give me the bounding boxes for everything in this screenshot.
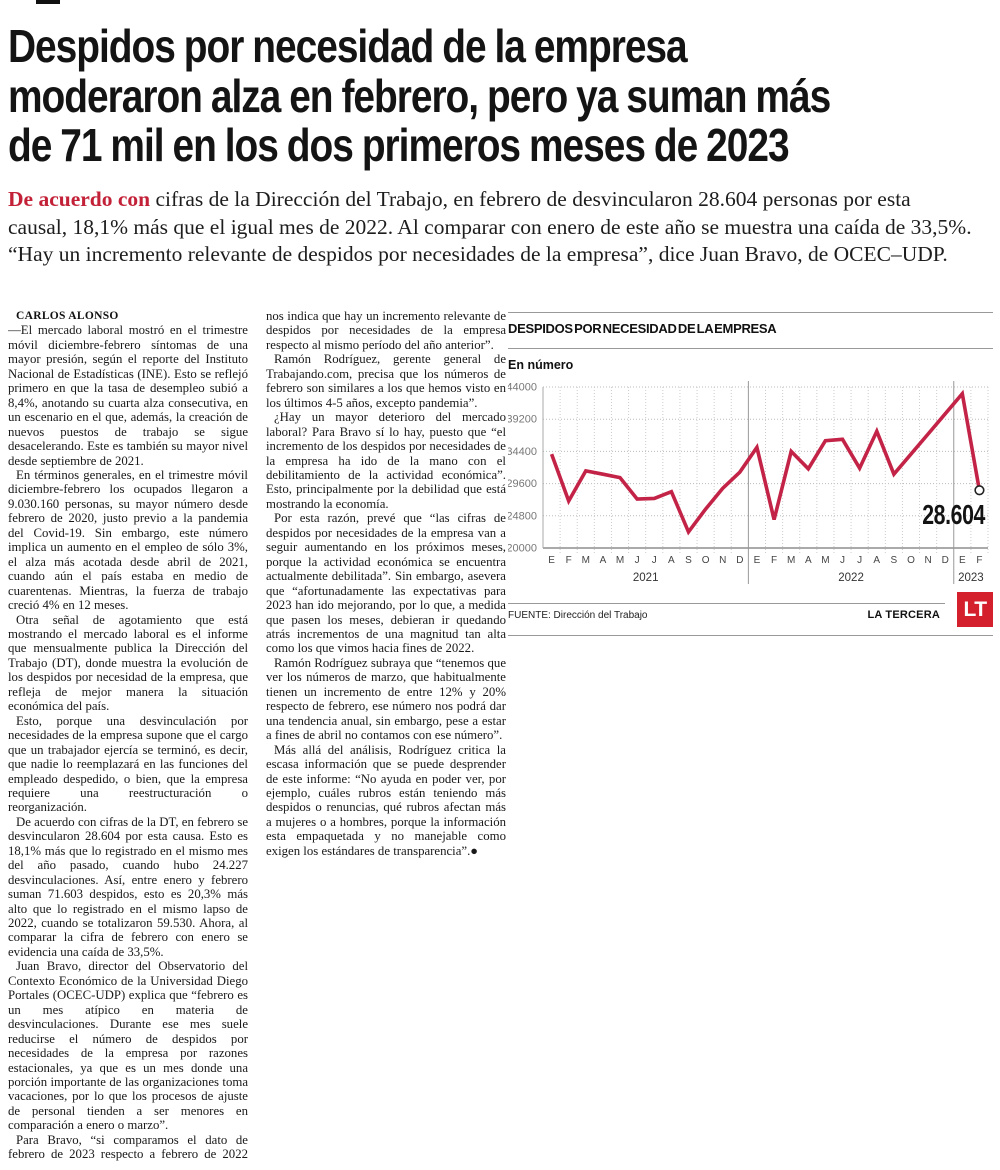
svg-text:34400: 34400 [508, 446, 537, 458]
la-tercera-logo-text: LT [963, 597, 987, 621]
chart-credit: LA TERCERA [867, 609, 940, 621]
article-paragraph: Ramón Rodríguez, gerente general de Trab… [266, 352, 506, 410]
chart-source: FUENTE: Dirección del Trabajo [508, 610, 648, 621]
svg-text:J: J [840, 555, 845, 566]
svg-text:O: O [702, 555, 710, 566]
svg-text:N: N [719, 555, 726, 566]
svg-text:M: M [616, 555, 624, 566]
svg-text:2021: 2021 [633, 572, 659, 584]
svg-text:E: E [959, 555, 966, 566]
final-point-marker [974, 485, 985, 496]
svg-text:F: F [976, 555, 982, 566]
despidos-line [549, 389, 982, 536]
la-tercera-logo: LT [957, 592, 993, 627]
svg-text:M: M [582, 555, 590, 566]
article-paragraph: Por esta razón, prevé que “las cifras de… [266, 511, 506, 656]
svg-text:M: M [787, 555, 795, 566]
svg-text:24800: 24800 [508, 510, 537, 522]
svg-text:A: A [600, 555, 607, 566]
svg-text:A: A [668, 555, 675, 566]
article-paragraph: Para Bravo, “si comparamos el dato de fe… [8, 309, 506, 1162]
article-paragraph: Otra señal de agotamiento que está mostr… [8, 612, 248, 714]
headline-line-3: de 71 mil en los dos primeros meses de 2… [8, 119, 790, 172]
svg-text:E: E [754, 555, 761, 566]
svg-text:29600: 29600 [508, 478, 537, 490]
article-lede: De acuerdo con cifras de la Dirección de… [8, 186, 974, 269]
svg-text:20000: 20000 [508, 543, 537, 555]
svg-text:N: N [924, 555, 931, 566]
page-crop-mark [36, 0, 60, 4]
article-headline: Despidos por necesidad de la empresa mod… [8, 20, 993, 172]
article-paragraph: En términos generales, en el trimestre m… [8, 467, 248, 613]
lede-text: cifras de la Dirección del Trabajo, en f… [8, 187, 972, 267]
chart-top-rule [508, 312, 993, 313]
article-paragraph: ¿Hay un mayor deterioro del mercado labo… [266, 410, 506, 511]
chart-title: DESPIDOS POR NECESIDAD DE LA EMPRESA [508, 321, 777, 336]
svg-text:2022: 2022 [838, 572, 864, 584]
chart-bottom-rule [508, 635, 993, 636]
article-body-columns: CARLOS ALONSO —El mercado laboral mostró… [8, 309, 506, 1165]
svg-text:2023: 2023 [958, 572, 984, 584]
chart-block: DESPIDOS POR NECESIDAD DE LA EMPRESA En … [508, 305, 993, 645]
svg-text:A: A [873, 555, 880, 566]
svg-text:J: J [652, 555, 657, 566]
svg-text:44000: 44000 [508, 382, 537, 394]
lede-accent: De acuerdo con [8, 187, 151, 211]
svg-text:J: J [857, 555, 862, 566]
headline-line-2: moderaron alza en febrero, pero ya suman… [8, 69, 831, 122]
svg-text:S: S [891, 555, 898, 566]
final-value-label: 28.604 [922, 499, 985, 531]
svg-text:M: M [821, 555, 829, 566]
svg-text:O: O [907, 555, 915, 566]
chart-footer-rule [508, 603, 945, 604]
article-paragraph: Esto, porque una desvinculación por nece… [8, 713, 248, 815]
svg-text:J: J [635, 555, 640, 566]
headline-line-1: Despidos por necesidad de la empresa [8, 20, 688, 72]
svg-text:F: F [771, 555, 777, 566]
chart-unit-label: En número [508, 358, 574, 372]
byline: CARLOS ALONSO [16, 310, 119, 322]
svg-text:A: A [805, 555, 812, 566]
svg-text:D: D [942, 555, 949, 566]
svg-text:F: F [566, 555, 572, 566]
svg-text:D: D [736, 555, 743, 566]
article-paragraph: De acuerdo con cifras de la DT, en febre… [8, 814, 248, 959]
svg-text:39200: 39200 [508, 414, 537, 426]
svg-text:E: E [548, 555, 555, 566]
article-paragraph: Juan Bravo, director del Observatorio de… [8, 959, 248, 1133]
article-paragraph: Ramón Rodríguez subraya que “tenemos que… [266, 655, 506, 743]
article-paragraph: Más allá del análisis, Rodríguez critica… [266, 742, 506, 858]
svg-text:S: S [685, 555, 692, 566]
chart-title-rule [508, 348, 993, 349]
article-paragraph: —El mercado laboral mostró en el trimest… [8, 323, 248, 468]
